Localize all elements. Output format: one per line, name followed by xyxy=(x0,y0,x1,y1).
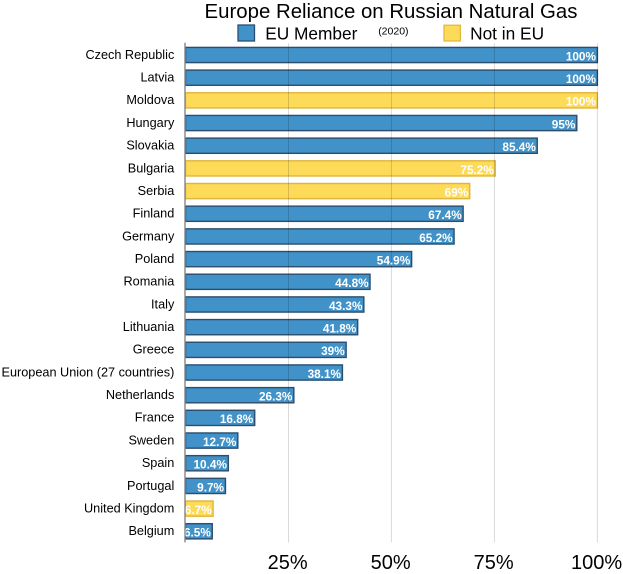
svg-text:10.4%: 10.4% xyxy=(193,458,227,472)
svg-text:100%: 100% xyxy=(566,49,597,63)
svg-text:Lithuania: Lithuania xyxy=(123,320,175,334)
svg-text:Poland: Poland xyxy=(135,252,175,266)
svg-text:100%: 100% xyxy=(566,72,597,86)
svg-text:EU Member: EU Member xyxy=(265,24,357,44)
svg-text:(2020): (2020) xyxy=(378,25,408,37)
svg-text:Europe Reliance on Russian Nat: Europe Reliance on Russian Natural Gas xyxy=(205,1,578,23)
svg-text:43.3%: 43.3% xyxy=(329,299,363,313)
svg-text:6.7%: 6.7% xyxy=(185,503,212,517)
svg-text:54.9%: 54.9% xyxy=(377,253,411,267)
svg-text:Hungary: Hungary xyxy=(126,116,175,130)
svg-text:Serbia: Serbia xyxy=(138,184,176,198)
svg-text:Spain: Spain xyxy=(142,456,174,470)
svg-text:95%: 95% xyxy=(552,117,576,131)
svg-text:Not in EU: Not in EU xyxy=(470,24,544,44)
svg-text:Latvia: Latvia xyxy=(140,71,175,85)
svg-text:Romania: Romania xyxy=(124,275,176,289)
svg-text:100%: 100% xyxy=(571,552,622,574)
svg-text:41.8%: 41.8% xyxy=(323,322,357,336)
svg-text:44.8%: 44.8% xyxy=(335,276,369,290)
svg-text:Slovakia: Slovakia xyxy=(126,139,175,153)
svg-text:France: France xyxy=(135,411,175,425)
svg-text:16.8%: 16.8% xyxy=(220,412,254,426)
svg-text:European Union (27 countries): European Union (27 countries) xyxy=(2,365,175,379)
svg-text:United Kingdom: United Kingdom xyxy=(84,501,174,515)
svg-text:25%: 25% xyxy=(268,552,308,574)
svg-text:Germany: Germany xyxy=(122,229,175,243)
svg-text:Italy: Italy xyxy=(151,297,175,311)
svg-text:75%: 75% xyxy=(474,552,514,574)
svg-text:Czech Republic: Czech Republic xyxy=(85,48,175,62)
svg-text:85.4%: 85.4% xyxy=(502,140,536,154)
svg-text:50%: 50% xyxy=(371,552,411,574)
svg-text:Greece: Greece xyxy=(133,343,175,357)
svg-text:6.5%: 6.5% xyxy=(184,526,211,540)
svg-text:39%: 39% xyxy=(321,344,345,358)
svg-text:Sweden: Sweden xyxy=(128,433,174,447)
svg-text:Belgium: Belgium xyxy=(128,524,174,538)
svg-text:75.2%: 75.2% xyxy=(460,163,494,177)
svg-text:Bulgaria: Bulgaria xyxy=(128,161,175,175)
svg-text:38.1%: 38.1% xyxy=(308,367,342,381)
svg-text:9.7%: 9.7% xyxy=(197,480,224,494)
svg-text:100%: 100% xyxy=(566,95,597,109)
svg-text:Moldova: Moldova xyxy=(126,93,175,107)
svg-text:12.7%: 12.7% xyxy=(203,435,237,449)
svg-text:69%: 69% xyxy=(445,185,469,199)
svg-text:Finland: Finland xyxy=(133,207,175,221)
svg-text:65.2%: 65.2% xyxy=(419,231,453,245)
svg-text:67.4%: 67.4% xyxy=(428,208,462,222)
svg-text:26.3%: 26.3% xyxy=(259,390,293,404)
svg-text:Netherlands: Netherlands xyxy=(106,388,174,402)
svg-text:Portugal: Portugal xyxy=(127,479,174,493)
